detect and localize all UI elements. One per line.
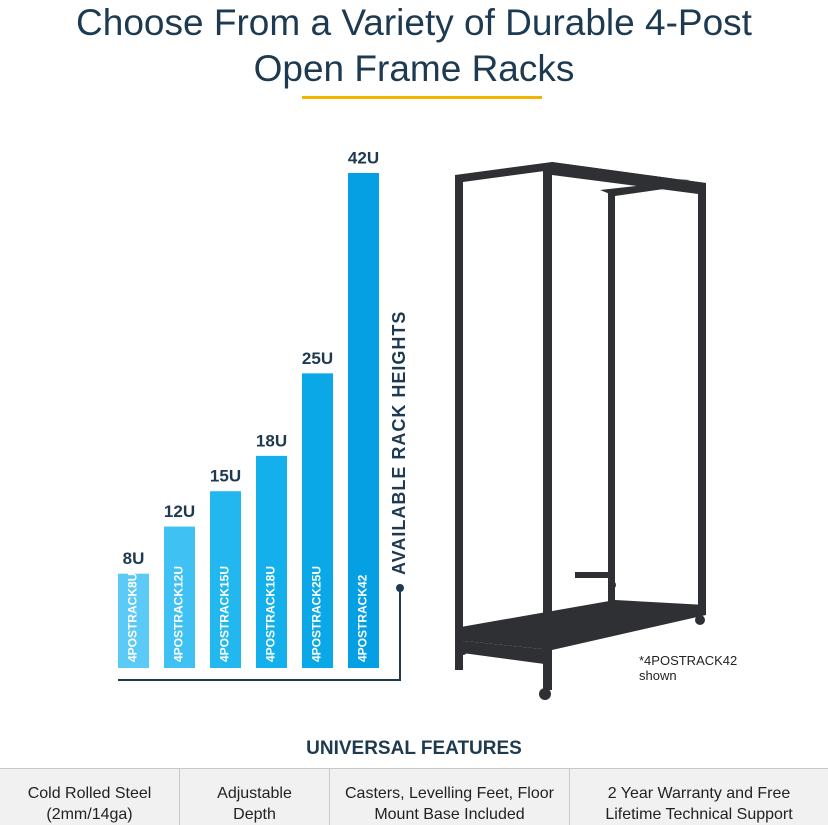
bar xyxy=(210,491,241,668)
bar xyxy=(348,173,379,668)
title-underline xyxy=(302,96,542,99)
feature-text: Cold Rolled Steel (2mm/14ga) xyxy=(27,785,152,823)
note: *4POSTRACK42 shown xyxy=(639,653,738,683)
feature-text: Adjustable Depth xyxy=(217,785,292,823)
bar xyxy=(256,455,287,668)
value-label: 18U xyxy=(256,431,287,450)
feature-text: Casters, Levelling Feet, Floor Mount Bas… xyxy=(345,785,554,823)
value-label: 25U xyxy=(302,349,333,368)
page-title: Choose From a Variety of Durable 4-Post … xyxy=(76,2,752,89)
feature: Cold Rolled Steel (2mm/14ga) xyxy=(0,769,180,825)
bar-label: 4POSTRACK8U xyxy=(126,573,140,662)
value-label: 42U xyxy=(348,148,379,167)
axis-line xyxy=(118,590,401,681)
bar-label: 4POSTRACK42 xyxy=(356,574,370,662)
feature: Adjustable Depth xyxy=(180,769,330,825)
axis-label: AVAILABLE RACK HEIGHTS xyxy=(389,311,409,575)
axis-dot xyxy=(396,584,404,592)
value-label: 8U xyxy=(123,549,145,568)
rack-illustration xyxy=(455,162,706,700)
bar-label: 4POSTRACK12U xyxy=(172,566,186,662)
bar xyxy=(302,373,333,668)
features-heading: UNIVERSAL FEATURES xyxy=(306,738,522,759)
feature: Casters, Levelling Feet, Floor Mount Bas… xyxy=(330,769,570,825)
bar-label: 4POSTRACK15U xyxy=(218,566,232,662)
value-label: 15U xyxy=(210,467,241,486)
bar-label: 4POSTRACK25U xyxy=(310,566,324,662)
features-band: Cold Rolled Steel (2mm/14ga) Adjustable D… xyxy=(0,768,828,825)
bar-label: 4POSTRACK18U xyxy=(264,566,278,662)
feature: 2 Year Warranty and Free Lifetime Techni… xyxy=(570,769,828,825)
value-label: 12U xyxy=(164,502,195,521)
bar xyxy=(118,573,149,668)
bar xyxy=(164,526,195,668)
feature-text: 2 Year Warranty and Free Lifetime Techni… xyxy=(605,785,793,823)
